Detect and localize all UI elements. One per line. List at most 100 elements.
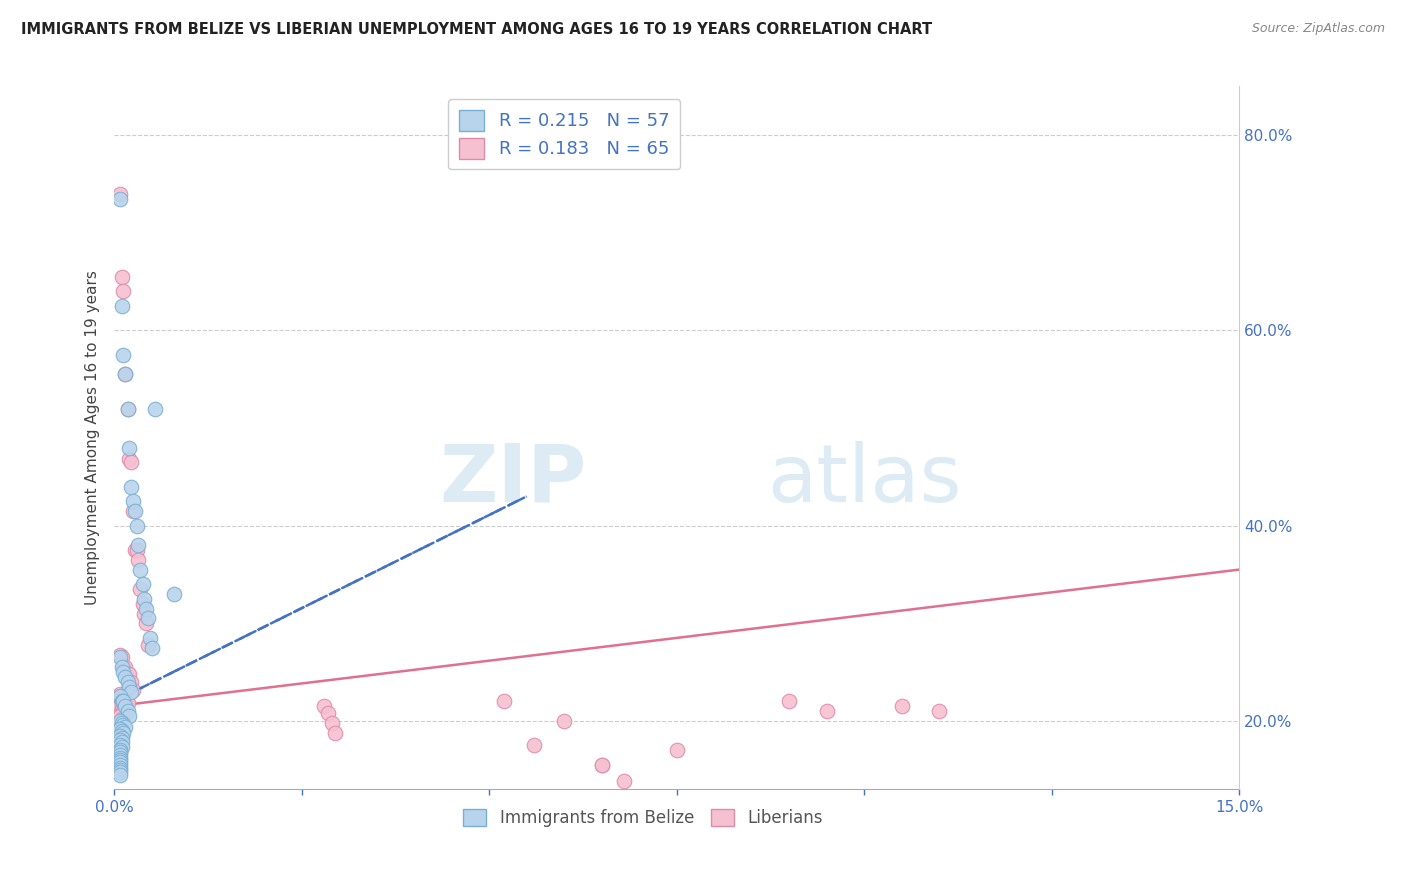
Point <box>108 753 131 767</box>
Point <box>108 743 131 757</box>
Point <box>316 706 339 720</box>
Point <box>112 660 135 674</box>
Point <box>591 757 613 772</box>
Point <box>120 684 142 698</box>
Point <box>135 601 157 615</box>
Point <box>124 504 146 518</box>
Point <box>928 704 950 718</box>
Point <box>111 690 134 704</box>
Point <box>111 719 134 733</box>
Point <box>129 582 152 596</box>
Point <box>114 720 136 734</box>
Point <box>120 480 142 494</box>
Point <box>114 368 136 382</box>
Text: IMMIGRANTS FROM BELIZE VS LIBERIAN UNEMPLOYMENT AMONG AGES 16 TO 19 YEARS CORREL: IMMIGRANTS FROM BELIZE VS LIBERIAN UNEMP… <box>21 22 932 37</box>
Text: Source: ZipAtlas.com: Source: ZipAtlas.com <box>1251 22 1385 36</box>
Point <box>108 739 131 753</box>
Point <box>122 494 145 508</box>
Point <box>117 667 139 681</box>
Point <box>127 553 149 567</box>
Point <box>108 743 131 757</box>
Point <box>108 745 131 759</box>
Point <box>131 577 153 591</box>
Text: atlas: atlas <box>766 441 962 519</box>
Point <box>125 518 148 533</box>
Point <box>108 690 131 704</box>
Point <box>108 709 131 723</box>
Point <box>139 631 162 645</box>
Point <box>117 704 139 718</box>
Point <box>111 723 134 738</box>
Point <box>112 718 135 732</box>
Point <box>114 368 136 382</box>
Point <box>118 452 141 467</box>
Point <box>553 714 575 728</box>
Point <box>523 739 546 753</box>
Point <box>108 767 131 781</box>
Point <box>108 729 131 743</box>
Y-axis label: Unemployment Among Ages 16 to 19 years: Unemployment Among Ages 16 to 19 years <box>86 270 100 606</box>
Point <box>111 694 134 708</box>
Point <box>118 441 141 455</box>
Point <box>108 722 131 736</box>
Point <box>118 709 141 723</box>
Point <box>134 591 156 606</box>
Point <box>108 650 131 665</box>
Point <box>108 722 131 736</box>
Point <box>136 638 159 652</box>
Text: ZIP: ZIP <box>440 441 586 519</box>
Point <box>108 761 131 775</box>
Point <box>112 285 135 299</box>
Point <box>111 723 134 738</box>
Point <box>112 348 135 362</box>
Point <box>125 543 148 558</box>
Point <box>108 739 131 753</box>
Point <box>108 751 131 765</box>
Point <box>591 757 613 772</box>
Point <box>145 401 167 416</box>
Point <box>111 269 134 284</box>
Point <box>108 757 131 772</box>
Point <box>111 660 134 674</box>
Point <box>108 714 131 728</box>
Point <box>134 607 156 621</box>
Point <box>136 611 159 625</box>
Point <box>118 667 141 681</box>
Point <box>114 694 136 708</box>
Point <box>108 729 131 743</box>
Point <box>117 401 139 416</box>
Point <box>111 740 134 755</box>
Point <box>111 735 134 749</box>
Point <box>122 682 145 697</box>
Point <box>108 687 131 701</box>
Point <box>118 680 141 694</box>
Point <box>112 665 135 679</box>
Point <box>108 745 131 759</box>
Point <box>111 712 134 726</box>
Point <box>108 699 131 714</box>
Point <box>120 455 142 469</box>
Legend: Immigrants from Belize, Liberians: Immigrants from Belize, Liberians <box>457 802 830 834</box>
Point <box>890 699 912 714</box>
Point <box>112 714 135 728</box>
Point <box>325 725 347 739</box>
Point <box>494 694 516 708</box>
Point <box>129 563 152 577</box>
Point <box>108 725 131 739</box>
Point <box>114 670 136 684</box>
Point <box>127 538 149 552</box>
Point <box>815 704 838 718</box>
Point <box>108 186 131 201</box>
Point <box>111 650 134 665</box>
Point <box>111 299 134 313</box>
Point <box>117 696 139 710</box>
Point <box>108 733 131 747</box>
Point <box>114 699 136 714</box>
Point <box>108 747 131 762</box>
Point <box>117 401 139 416</box>
Point <box>321 715 343 730</box>
Point <box>613 774 636 789</box>
Point <box>111 715 134 730</box>
Point <box>108 735 131 749</box>
Point <box>111 731 134 746</box>
